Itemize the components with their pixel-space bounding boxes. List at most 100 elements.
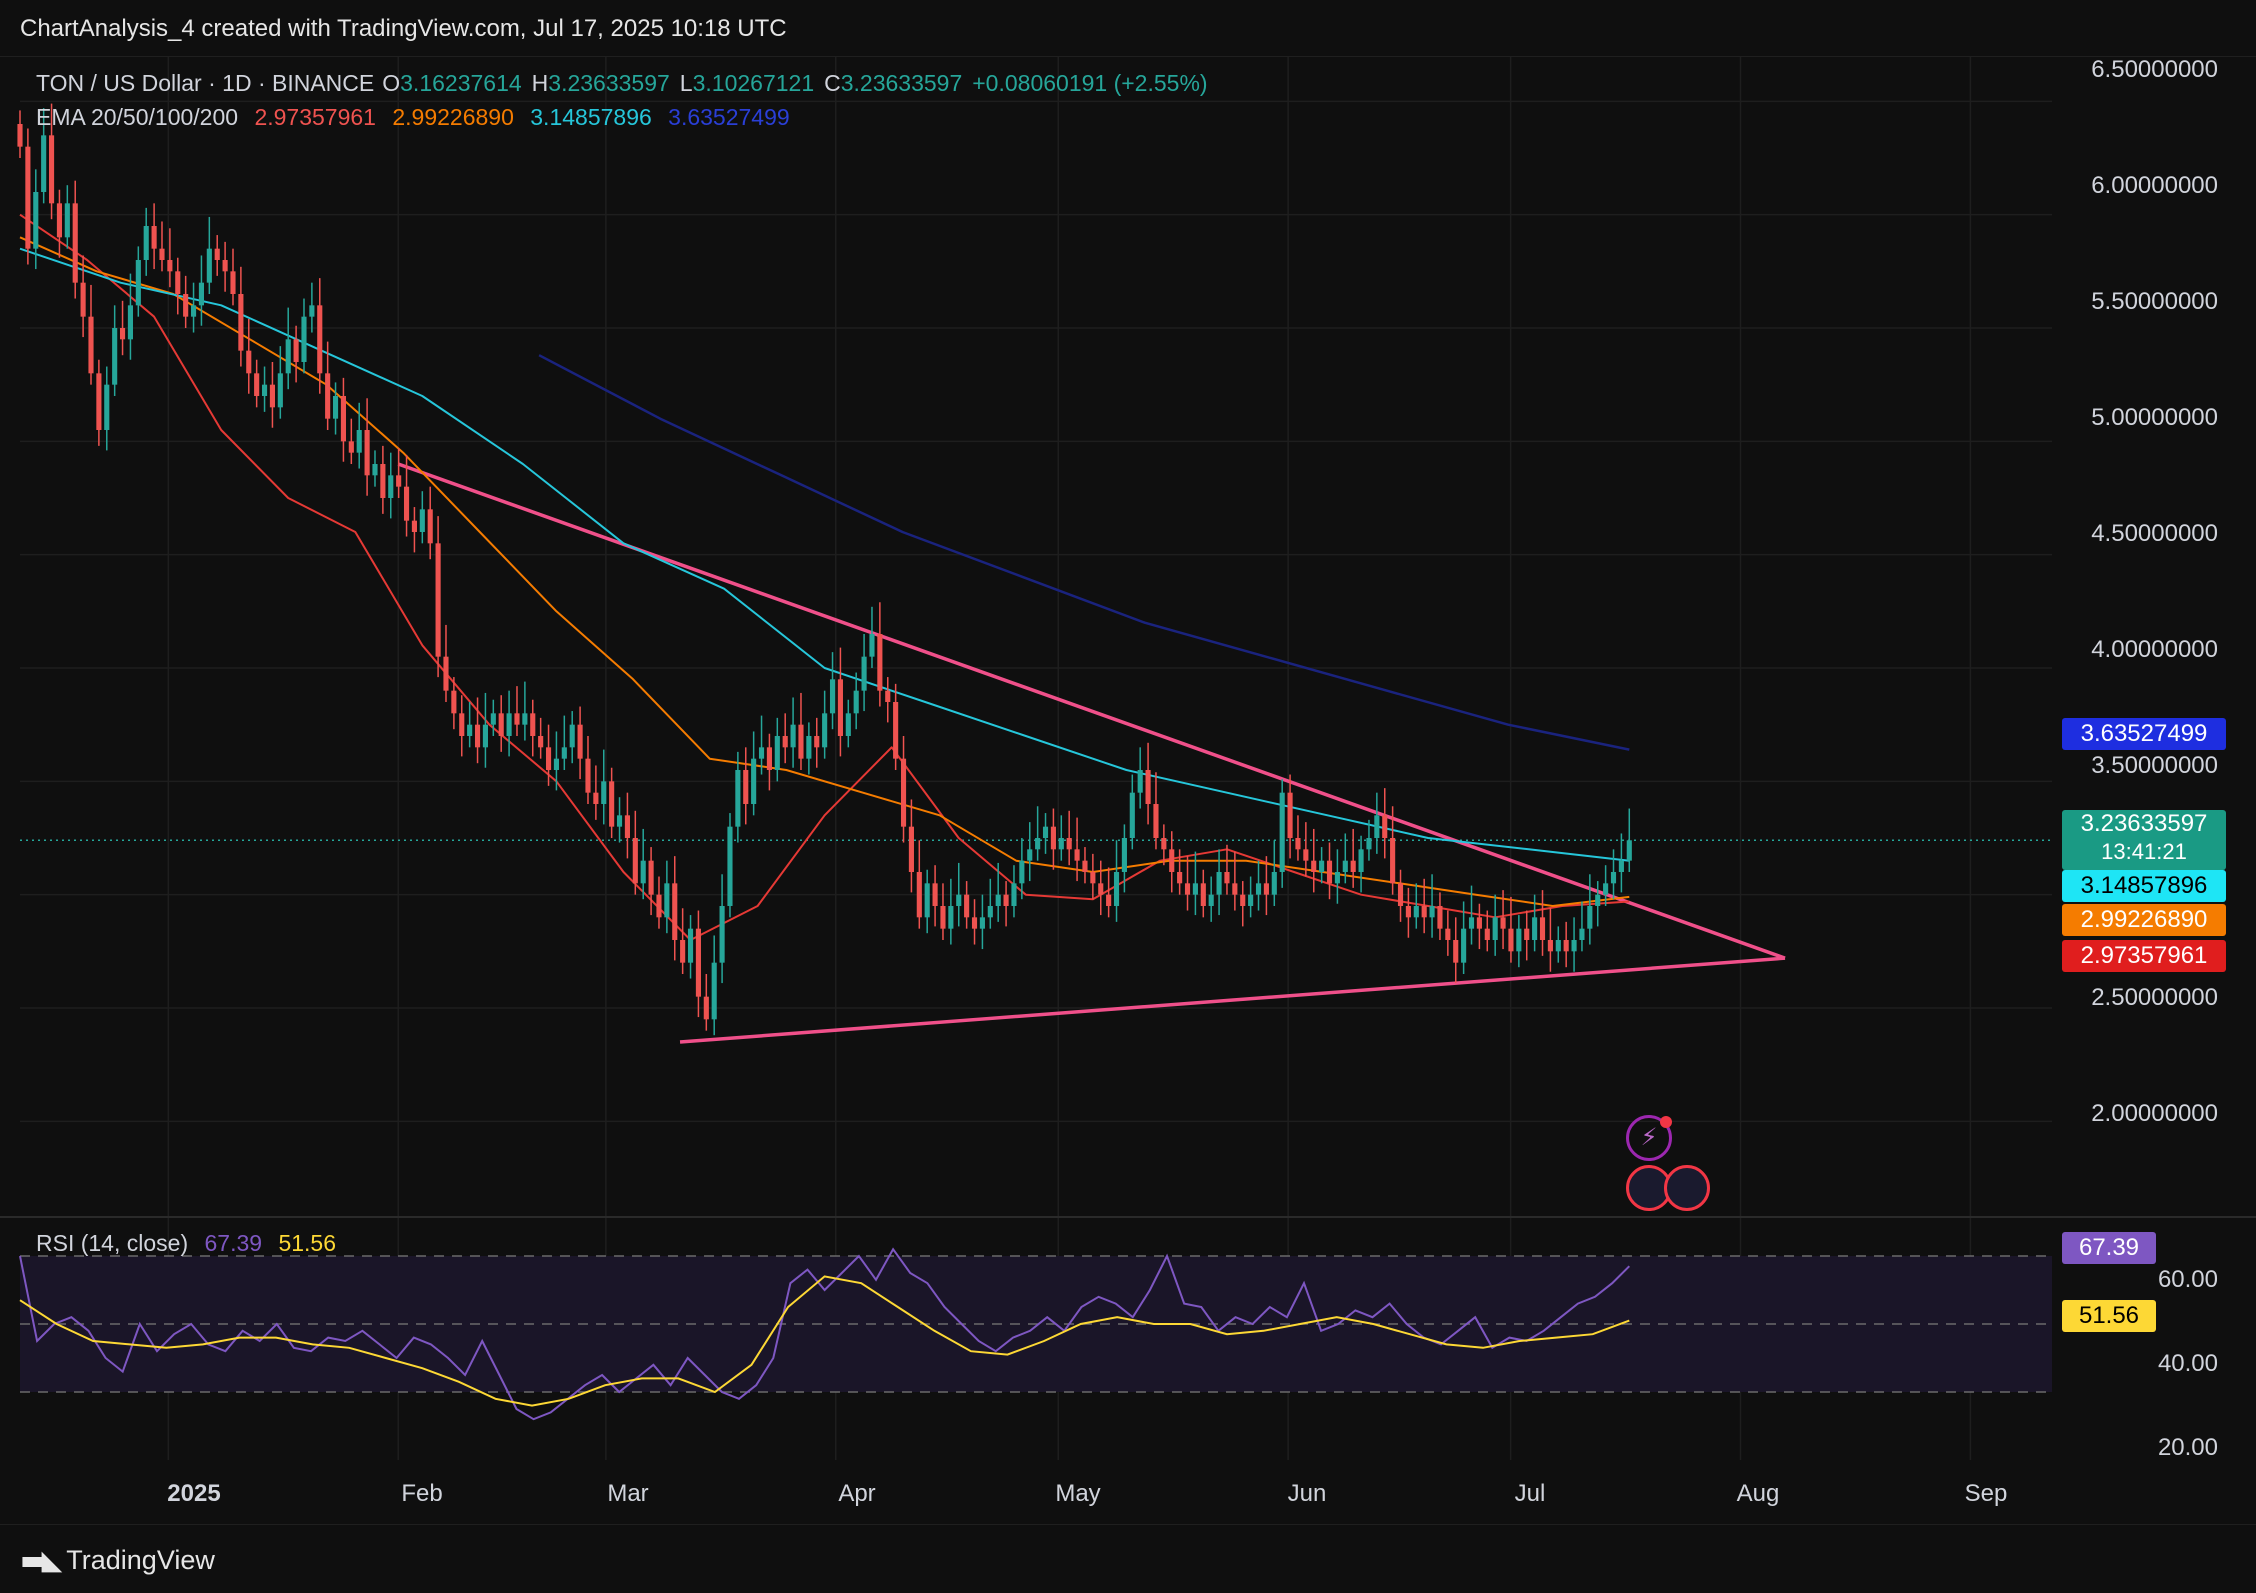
candle <box>198 282 205 306</box>
close-value: 3.23633597 <box>840 70 963 96</box>
time-tick: Apr <box>838 1480 876 1507</box>
candle <box>1232 883 1238 895</box>
rsi-badge: 67.39 <box>2062 1232 2156 1264</box>
candle <box>1429 906 1435 918</box>
candle <box>1184 883 1191 895</box>
candle <box>135 260 141 306</box>
candle <box>822 713 828 748</box>
candle <box>1003 894 1009 906</box>
candle <box>853 690 859 714</box>
candle <box>916 872 922 918</box>
candle <box>1334 872 1340 884</box>
candle <box>1098 883 1104 895</box>
candle <box>33 192 39 249</box>
candle <box>751 758 757 804</box>
tradingview-logo[interactable]: ▬◣ TradingView <box>20 1545 215 1576</box>
candle <box>616 815 623 827</box>
candle <box>1169 849 1175 872</box>
price-tick: 6.50000000 <box>2091 56 2218 83</box>
candle <box>680 940 686 963</box>
candle <box>325 373 331 419</box>
rsi-legend: RSI (14, close) 67.39 51.56 <box>36 1230 346 1257</box>
attribution-text: ChartAnalysis_4 created with TradingView… <box>20 15 787 42</box>
candle <box>869 634 875 657</box>
candle <box>987 906 993 918</box>
candle <box>940 906 946 929</box>
change-value: +0.08060191 (+2.55%) <box>972 70 1208 96</box>
candle <box>1208 894 1214 906</box>
ema-label[interactable]: EMA 20/50/100/200 <box>36 104 239 130</box>
candle <box>25 146 31 249</box>
candle <box>230 271 236 294</box>
open-label: O <box>382 70 401 96</box>
candle <box>1311 860 1317 872</box>
candle <box>1295 838 1301 850</box>
candle <box>1618 860 1624 872</box>
candle <box>261 384 268 396</box>
candle <box>41 135 47 192</box>
candle <box>364 430 370 476</box>
candle <box>964 894 970 918</box>
candle <box>1090 872 1096 884</box>
candle <box>1121 838 1127 872</box>
rsi-ma-value: 51.56 <box>278 1230 337 1256</box>
candle <box>703 996 709 1020</box>
rsi-value: 67.39 <box>204 1230 263 1256</box>
rsi-lines <box>19 1247 1631 1421</box>
candle <box>214 248 220 260</box>
candle <box>1042 826 1049 838</box>
ohlc-legend: TON / US Dollar · 1D · BINANCE O3.1623761… <box>36 70 1218 97</box>
candle <box>1224 872 1230 884</box>
rsi-label[interactable]: RSI (14, close) <box>36 1230 189 1256</box>
candle <box>435 543 441 657</box>
candle <box>1011 883 1017 906</box>
time-tick: Sep <box>1964 1480 2008 1507</box>
price-badge-value: 3.23633597 <box>2080 810 2208 837</box>
lightning-icon[interactable]: ⚡ <box>1626 1115 1672 1161</box>
candle <box>1397 883 1404 906</box>
candle <box>482 724 488 748</box>
candle <box>1500 917 1506 929</box>
ema50-value: 2.99226890 <box>392 104 514 130</box>
candle <box>585 758 591 793</box>
candle <box>1626 840 1632 861</box>
candle <box>277 373 283 408</box>
candle <box>743 770 749 804</box>
candle <box>17 124 23 147</box>
candle <box>790 724 796 748</box>
candle <box>640 860 646 884</box>
symbol-label[interactable]: TON / US Dollar · 1D · BINANCE <box>36 70 375 96</box>
ema200-badge: 3.63527499 <box>2062 718 2226 750</box>
candles <box>17 103 1632 1036</box>
notification-dot-icon <box>1660 1116 1672 1128</box>
candle <box>1587 906 1593 929</box>
candle <box>656 894 662 918</box>
low-label: L <box>679 70 693 96</box>
candle <box>1547 940 1553 952</box>
candle <box>1508 928 1514 952</box>
candle <box>719 906 725 963</box>
candle <box>175 271 181 294</box>
tv-logo-icon: ▬◣ <box>20 1545 62 1576</box>
candle <box>735 770 741 827</box>
ema50-badge: 2.99226890 <box>2062 904 2226 936</box>
ema50-line <box>19 236 1630 907</box>
candle <box>1350 860 1356 872</box>
candle <box>348 441 354 453</box>
candle <box>1555 940 1561 952</box>
candle <box>1271 872 1277 895</box>
time-tick: 2025 <box>167 1480 221 1507</box>
candle <box>419 509 425 532</box>
candle <box>971 917 978 929</box>
candle <box>695 928 701 997</box>
candle <box>1113 872 1120 906</box>
candle <box>332 396 339 419</box>
candle <box>1603 883 1609 895</box>
candle <box>64 203 70 238</box>
candle <box>1216 872 1222 895</box>
candle <box>1484 928 1490 940</box>
candle <box>806 736 812 759</box>
us-flag-icon[interactable] <box>1664 1165 1710 1211</box>
candle <box>467 724 473 736</box>
